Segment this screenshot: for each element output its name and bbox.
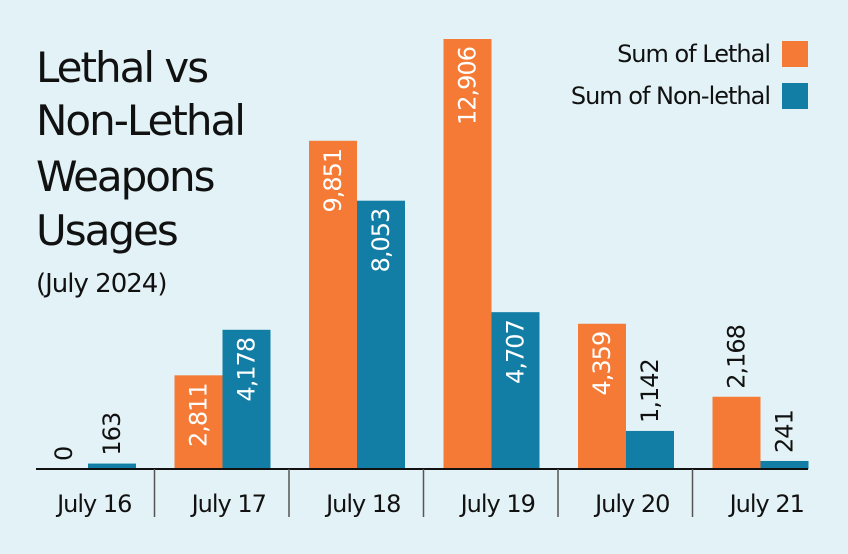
- legend-label-lethal: Sum of Lethal: [617, 40, 770, 68]
- chart-title: Lethal vs Non-Lethal Weapons Usages (Jul…: [36, 43, 246, 299]
- data-label-non-lethal-3: 8,053: [367, 209, 395, 273]
- bar-non-lethal-5: [626, 430, 674, 469]
- bar-lethal-4: [443, 39, 492, 469]
- legend: Sum of Lethal Sum of Non-lethal: [571, 40, 808, 110]
- data-label-non-lethal-6: 241: [771, 410, 799, 453]
- chart-subtitle: (July 2024): [36, 269, 166, 299]
- data-label-non-lethal-5: 1,142: [636, 359, 664, 423]
- data-label-non-lethal-2: 4,178: [233, 338, 261, 402]
- bar-lethal-5: [578, 323, 626, 469]
- title-line-2: Non-Lethal: [36, 96, 244, 145]
- bars: [88, 39, 809, 469]
- title-line-3: Weapons: [36, 152, 214, 201]
- x-tick-label-6: July 21: [728, 490, 804, 518]
- legend-label-non-lethal: Sum of Non-lethal: [571, 82, 770, 110]
- x-tick-label-1: July 16: [55, 490, 131, 518]
- bar-non-lethal-2: [222, 329, 271, 469]
- bar-non-lethal-1: [88, 463, 136, 469]
- data-label-lethal-4: 12,906: [454, 47, 482, 125]
- title-line-4: Usages: [36, 206, 177, 255]
- data-label-lethal-6: 2,168: [723, 325, 751, 389]
- data-label-lethal-2: 2,811: [185, 383, 213, 447]
- data-label-non-lethal-1: 163: [98, 413, 126, 456]
- x-tick-label-2: July 17: [190, 490, 266, 518]
- data-label-lethal-3: 9,851: [319, 149, 347, 213]
- bar-non-lethal-3: [357, 200, 405, 469]
- bar-lethal-3: [309, 140, 357, 469]
- data-label-lethal-1: 0: [50, 447, 78, 461]
- x-tick-label-4: July 19: [459, 490, 535, 518]
- data-label-non-lethal-4: 4,707: [502, 320, 530, 384]
- title-line-1: Lethal vs: [36, 43, 207, 92]
- bar-lethal-2: [174, 375, 223, 469]
- data-label-lethal-5: 4,359: [588, 332, 616, 396]
- data-labels: 0 163 2,811 4,178 9,851 8,053 12,906 4,707 4,359…: [50, 47, 799, 461]
- x-tick-label-3: July 18: [324, 490, 400, 518]
- bar-lethal-6: [712, 396, 761, 469]
- bar-non-lethal-6: [760, 460, 809, 469]
- legend-swatch-non-lethal: [782, 83, 808, 109]
- legend-swatch-lethal: [782, 41, 808, 67]
- x-tick-label-5: July 20: [593, 490, 669, 518]
- bar-non-lethal-4: [491, 312, 540, 469]
- x-axis-ticks: July 16 July 17 July 18 July 19 July 20 July …: [55, 469, 805, 518]
